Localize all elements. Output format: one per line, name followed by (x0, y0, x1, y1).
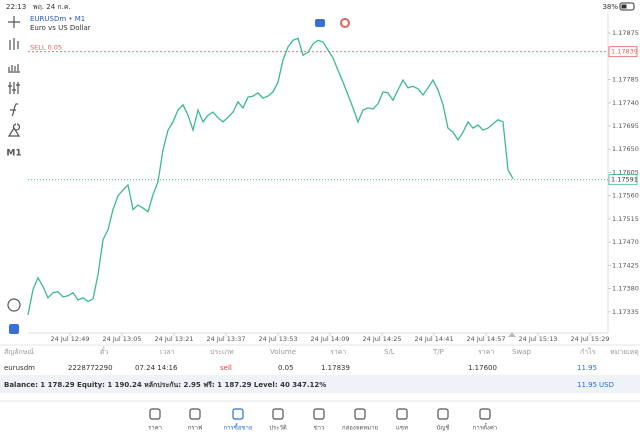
nav-label[interactable]: กราฟ (188, 425, 202, 432)
nav-icon[interactable] (313, 408, 325, 420)
cell-profit: 11.95 (577, 364, 597, 372)
battery-level: 38% (602, 3, 618, 11)
y-tick-label: 1.17740 (612, 99, 639, 107)
nav-icon[interactable] (354, 408, 366, 420)
cell-current-price: 1.17600 (468, 364, 497, 372)
y-tick-label: 1.17470 (612, 238, 639, 246)
nav-icon[interactable] (189, 408, 201, 420)
total-profit: 11.95 (577, 381, 597, 389)
symbol-description: Euro vs US Dollar (30, 24, 91, 32)
column-header: Swap (512, 348, 531, 356)
cell-volume: 0.05 (278, 364, 294, 372)
x-tick-label: 24 Jul 15:29 (571, 335, 610, 343)
x-tick-label: 24 Jul 13:37 (207, 335, 246, 343)
bid-price: 1.17591 (611, 176, 638, 184)
timeframe-button[interactable]: M1 (6, 149, 21, 159)
nav-label[interactable]: การซื้อขาย (224, 422, 253, 432)
history-icon[interactable] (7, 298, 21, 312)
x-tick-label: 24 Jul 14:57 (467, 335, 506, 343)
nav-label[interactable]: กล่องจดหมาย (342, 425, 378, 432)
toolbar[interactable]: M1 (6, 16, 22, 334)
y-tick-label: 1.17650 (612, 145, 639, 153)
bid-price-box (608, 174, 638, 186)
column-header: ราคา (330, 348, 346, 356)
objects-icon[interactable] (7, 123, 21, 137)
column-header: Volume (270, 348, 296, 356)
nav-icon[interactable] (272, 408, 284, 420)
column-header: ตั๋ว (100, 347, 109, 356)
order-price-box (608, 46, 638, 58)
battery-fill (621, 4, 627, 9)
column-header: S/L (384, 348, 395, 356)
y-tick-label: 1.17605 (612, 168, 639, 176)
trade-button[interactable] (315, 19, 325, 27)
column-header: T/P (432, 348, 444, 356)
column-header: ประเภท (210, 348, 234, 356)
y-tick-label: 1.17425 (612, 261, 639, 269)
cell-price: 1.17839 (321, 364, 350, 372)
cell-type: sell (220, 364, 232, 372)
status-date: พฤ. 24 ก.ค. (33, 3, 71, 11)
order-label: SELL 0.05 (30, 44, 62, 52)
x-tick-label: 24 Jul 14:25 (363, 335, 402, 343)
battery-icon (619, 2, 635, 11)
nav-icon[interactable] (396, 408, 408, 420)
nav-icon[interactable] (479, 408, 491, 420)
x-tick-label: 24 Jul 12:49 (51, 335, 90, 343)
indicators-icon[interactable] (8, 64, 20, 73)
settings-icon[interactable] (8, 82, 20, 94)
nav-label[interactable]: การตั้งค่า (473, 422, 497, 432)
nav-label[interactable]: บัญชี (437, 424, 450, 432)
column-header: สัญลักษณ์ (4, 348, 34, 356)
price-line (27, 37, 514, 316)
nav-icon[interactable] (232, 408, 244, 420)
function-icon[interactable] (10, 103, 18, 117)
crosshair-icon[interactable] (8, 16, 20, 28)
y-tick-label: 1.17380 (612, 285, 639, 293)
nav-label[interactable]: ข่าว (314, 425, 325, 432)
nav-label[interactable]: แชท (396, 425, 408, 432)
nav-label[interactable]: ประวัติ (269, 425, 287, 432)
x-tick-label: 24 Jul 13:21 (155, 335, 194, 343)
one-click-icon[interactable] (9, 324, 19, 334)
column-header: เวลา (160, 348, 175, 356)
order-price: 1.17839 (611, 48, 638, 56)
scroll-marker (508, 332, 516, 337)
bottom-nav: ราคา กราฟ การซื้อขาย ประวัติ ข่าว กล่องจดหมาย… (148, 408, 497, 432)
cell-symbol: eurusdm (4, 364, 35, 372)
balance-summary: Balance: 1 178.29 Equity: 1 190.24 หลักป… (4, 381, 326, 389)
currency: USD (599, 381, 614, 389)
y-tick-label: 1.17785 (612, 76, 639, 84)
x-tick-label: 24 Jul 14:09 (311, 335, 350, 343)
nav-icon[interactable] (149, 408, 161, 420)
y-tick-label: 1.17515 (612, 215, 639, 223)
balance-row (0, 377, 640, 393)
y-tick-label: 1.17875 (612, 29, 639, 37)
trade-table: Balance: 1 178.29 Equity: 1 190.24 หลักป… (0, 347, 640, 402)
nav-icon[interactable] (437, 408, 449, 420)
column-header: กำไร (580, 347, 596, 356)
symbol-label: EURUSDm • M1 (30, 15, 85, 23)
x-tick-label: 24 Jul 13:53 (259, 335, 298, 343)
chart: 1.17875 1.17785 1.17740 1.17695 1.17650 1.176… (27, 29, 639, 343)
column-header: หมายเหตุ (610, 348, 639, 356)
column-header: ราคา (478, 348, 494, 356)
cell-ticket: 2228772290 (68, 364, 113, 372)
x-tick-label: 24 Jul 13:05 (103, 335, 142, 343)
y-tick-label: 1.17335 (612, 308, 639, 316)
depth-button[interactable] (340, 18, 350, 28)
y-tick-label: 1.17560 (612, 192, 639, 200)
y-tick-label: 1.17695 (612, 122, 639, 130)
nav-label[interactable]: ราคา (148, 425, 162, 432)
chart-type-icon[interactable] (9, 38, 19, 50)
x-tick-label: 24 Jul 14:41 (415, 335, 454, 343)
cell-time: 07.24 14:16 (135, 364, 178, 372)
status-time: 22:13 (6, 3, 26, 11)
x-tick-label: 24 Jul 15:13 (519, 335, 558, 343)
